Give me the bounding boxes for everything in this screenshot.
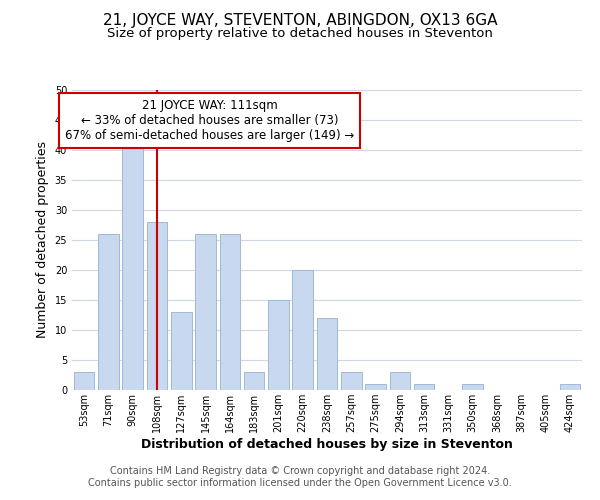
Text: Size of property relative to detached houses in Steventon: Size of property relative to detached ho… [107, 28, 493, 40]
Bar [244, 372, 265, 390]
Bar [341, 372, 362, 390]
X-axis label: Distribution of detached houses by size in Steventon: Distribution of detached houses by size … [141, 438, 513, 451]
Bar [292, 270, 313, 390]
Text: 21, JOYCE WAY, STEVENTON, ABINGDON, OX13 6GA: 21, JOYCE WAY, STEVENTON, ABINGDON, OX13… [103, 12, 497, 28]
Bar [98, 234, 119, 390]
Bar [389, 372, 410, 390]
Bar [195, 234, 216, 390]
Bar [560, 384, 580, 390]
Bar [74, 372, 94, 390]
Bar [220, 234, 240, 390]
Text: 21 JOYCE WAY: 111sqm
← 33% of detached houses are smaller (73)
67% of semi-detac: 21 JOYCE WAY: 111sqm ← 33% of detached h… [65, 99, 355, 142]
Bar [414, 384, 434, 390]
Y-axis label: Number of detached properties: Number of detached properties [36, 142, 49, 338]
Bar [365, 384, 386, 390]
Bar [171, 312, 191, 390]
Bar [268, 300, 289, 390]
Bar [146, 222, 167, 390]
Bar [317, 318, 337, 390]
Bar [122, 138, 143, 390]
Text: Contains HM Land Registry data © Crown copyright and database right 2024.
Contai: Contains HM Land Registry data © Crown c… [88, 466, 512, 487]
Bar [463, 384, 483, 390]
